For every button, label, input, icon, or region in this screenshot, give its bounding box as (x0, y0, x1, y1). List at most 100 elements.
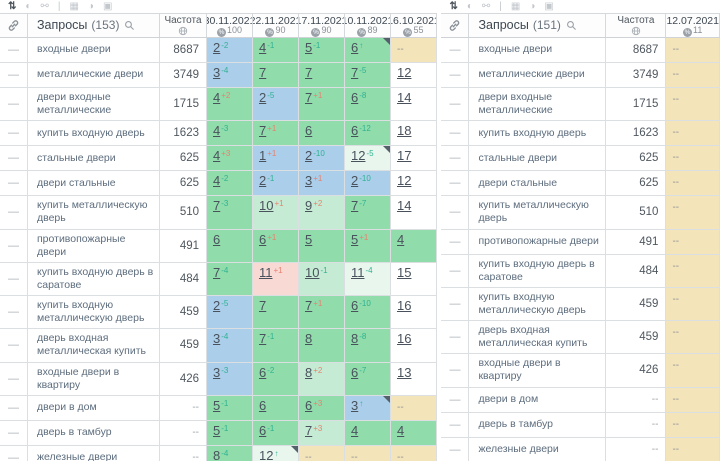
position-value[interactable]: 7 (213, 264, 221, 280)
row-target-toggle[interactable]: — (441, 88, 470, 121)
position-value[interactable]: 8 (213, 447, 221, 461)
position-cell[interactable]: 9+2 (299, 196, 345, 229)
query-cell[interactable]: купить входную металлическую дверь (469, 287, 607, 320)
date-column-header[interactable]: 17.11.2021%90 (299, 14, 345, 37)
position-value[interactable]: 6 (351, 364, 359, 380)
position-value[interactable]: 5 (305, 40, 313, 55)
position-cell[interactable]: 1+1 (253, 146, 299, 171)
position-cell[interactable]: 7+3 (299, 420, 345, 445)
position-value[interactable]: 11 (351, 264, 365, 280)
row-target-toggle[interactable]: — (0, 445, 28, 461)
date-column-header[interactable]: 10.11.2021%89 (345, 14, 391, 37)
row-target-toggle[interactable]: — (0, 196, 28, 229)
query-cell[interactable]: двери стальные (28, 171, 160, 196)
position-cell[interactable]: 4+2 (207, 88, 253, 121)
position-value[interactable]: 7 (213, 198, 221, 214)
position-value[interactable]: 7 (351, 198, 359, 214)
position-value[interactable]: 13 (397, 364, 412, 380)
position-value[interactable]: 16 (397, 298, 412, 313)
row-target-toggle[interactable]: — (0, 296, 28, 329)
position-value[interactable]: 2 (213, 40, 221, 55)
row-target-toggle[interactable]: — (0, 329, 28, 362)
divider-icon[interactable]: | (57, 1, 61, 12)
position-value[interactable]: 8 (305, 364, 313, 380)
query-cell[interactable]: дверь входная металлическая купить (28, 329, 160, 362)
position-value[interactable]: 16 (397, 331, 412, 347)
position-value[interactable]: 14 (397, 198, 412, 214)
position-cell[interactable]: 7 (299, 63, 345, 87)
position-cell[interactable]: 8+2 (299, 362, 345, 395)
position-value[interactable]: 12 (397, 173, 412, 189)
search-icon[interactable] (124, 20, 135, 31)
position-value[interactable]: 3 (305, 173, 313, 189)
row-target-toggle[interactable]: — (441, 171, 470, 196)
row-target-toggle[interactable]: — (441, 229, 470, 254)
position-value[interactable]: 4 (213, 90, 221, 105)
position-value[interactable]: 9 (305, 198, 313, 214)
link-column-header[interactable] (441, 14, 470, 37)
position-value[interactable]: 6 (213, 231, 221, 247)
position-cell[interactable]: 5 (299, 229, 345, 262)
position-value[interactable]: 3 (351, 397, 359, 413)
position-cell[interactable]: 2-10 (299, 146, 345, 171)
position-cell[interactable]: 5-1 (299, 38, 345, 62)
position-cell[interactable]: 15 (391, 262, 437, 295)
position-value[interactable]: 7 (259, 331, 267, 347)
row-target-toggle[interactable]: — (441, 387, 470, 412)
position-value[interactable]: 1 (259, 148, 267, 164)
position-cell[interactable]: 3-4 (207, 63, 253, 87)
queries-header[interactable]: Запросы (151) (469, 14, 607, 37)
query-cell[interactable]: двери входные металлические (469, 88, 607, 121)
position-cell[interactable]: 4 (345, 420, 391, 445)
position-cell[interactable]: 7+1 (253, 121, 299, 146)
position-value[interactable]: 2 (305, 148, 313, 164)
query-cell[interactable]: купить металлическую дверь (469, 196, 607, 229)
position-value[interactable]: 18 (397, 123, 412, 139)
sort-icon[interactable]: ⇅ (8, 1, 17, 12)
position-value[interactable]: 17 (397, 148, 412, 164)
position-cell[interactable]: 2-5 (253, 88, 299, 121)
position-cell[interactable]: 3-4 (207, 329, 253, 362)
position-value[interactable]: 4 (397, 231, 405, 247)
row-target-toggle[interactable]: — (0, 362, 28, 395)
position-value[interactable]: 2 (213, 298, 221, 313)
position-cell[interactable]: 4-2 (207, 171, 253, 196)
query-cell[interactable]: купить входную металлическую дверь (28, 296, 160, 329)
image-icon[interactable]: ▦ (510, 1, 521, 12)
row-target-toggle[interactable]: — (441, 38, 470, 62)
link-icon[interactable]: ⚯ (40, 1, 49, 12)
position-value[interactable]: 4 (259, 40, 267, 55)
position-value[interactable]: 7 (259, 298, 267, 313)
position-cell[interactable]: 12 (391, 171, 437, 196)
position-cell[interactable]: 12↑ (253, 445, 299, 461)
query-cell[interactable]: железные двери (469, 437, 607, 461)
row-target-toggle[interactable]: — (441, 321, 470, 354)
position-value[interactable]: 15 (397, 264, 412, 280)
row-target-toggle[interactable]: — (0, 121, 28, 146)
position-value[interactable]: 4 (213, 123, 221, 139)
row-target-toggle[interactable]: — (441, 287, 470, 320)
position-cell[interactable]: 8 (299, 329, 345, 362)
position-value[interactable]: 10 (259, 198, 274, 214)
query-cell[interactable]: дверь входная металлическая купить (469, 321, 607, 354)
circle-icon[interactable]: ◐ (25, 1, 32, 12)
position-cell[interactable]: 3+1 (299, 171, 345, 196)
query-cell[interactable]: двери входные металлические (28, 88, 160, 121)
label-icon[interactable]: ▣ (544, 1, 554, 12)
row-target-toggle[interactable]: — (0, 146, 28, 171)
position-cell[interactable]: 3-3 (207, 362, 253, 395)
contrast-icon[interactable]: ◑ (87, 1, 94, 12)
position-value[interactable]: 12 (259, 447, 274, 461)
position-value[interactable]: 12 (397, 65, 412, 80)
query-cell[interactable]: противопожарные двери (469, 229, 607, 254)
query-cell[interactable]: двери стальные (469, 171, 607, 196)
position-cell[interactable]: 7-3 (207, 196, 253, 229)
position-value[interactable]: 7 (305, 90, 313, 105)
query-cell[interactable]: купить входную дверь (28, 121, 160, 146)
row-target-toggle[interactable]: — (0, 38, 28, 62)
position-cell[interactable]: 2-2 (207, 38, 253, 62)
position-cell[interactable]: 11-4 (345, 262, 391, 295)
position-cell[interactable]: 13 (391, 362, 437, 395)
position-value[interactable]: 6 (259, 397, 267, 413)
position-cell[interactable]: 2-1 (253, 171, 299, 196)
